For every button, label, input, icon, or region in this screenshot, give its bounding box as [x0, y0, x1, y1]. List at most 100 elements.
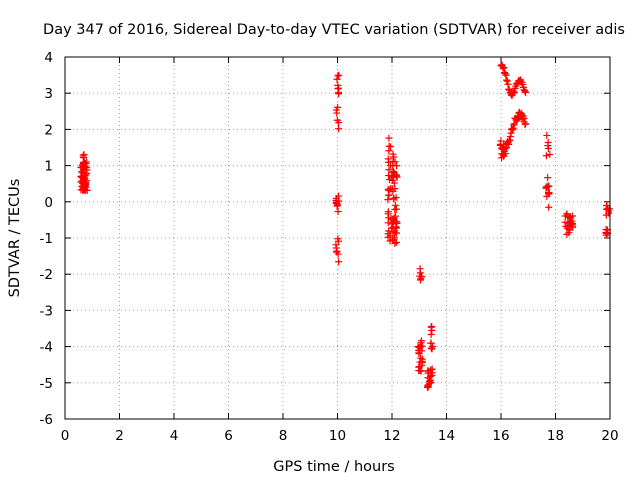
data-point [418, 359, 426, 367]
data-point [335, 125, 343, 133]
data-point [542, 184, 550, 192]
data-point [389, 228, 397, 236]
data-point [334, 208, 342, 216]
x-tick-label: 4 [170, 428, 179, 444]
data-point [333, 116, 341, 124]
data-point [389, 173, 397, 181]
data-point [77, 178, 85, 186]
data-point [386, 176, 394, 184]
data-point [543, 131, 551, 139]
data-point [385, 187, 393, 195]
data-point [335, 237, 343, 245]
x-tick-label: 10 [329, 428, 346, 444]
y-tick-label: 0 [44, 195, 53, 211]
x-tick-label: 16 [492, 428, 509, 444]
data-point [602, 231, 610, 239]
y-tick-label: -6 [40, 412, 53, 428]
data-point [416, 272, 424, 280]
x-tick-label: 0 [61, 428, 70, 444]
data-point [386, 143, 394, 151]
data-point [392, 194, 400, 202]
data-point [424, 383, 432, 391]
x-axis-label: GPS time / hours [273, 459, 394, 475]
data-point [333, 247, 341, 255]
data-point [333, 75, 341, 83]
data-point [603, 202, 611, 210]
y-tick-label: -3 [40, 303, 53, 319]
data-points [77, 61, 614, 391]
data-point [510, 89, 518, 97]
data-point [424, 383, 432, 391]
data-point [385, 172, 393, 180]
data-point [79, 154, 87, 162]
data-point [388, 220, 396, 228]
data-point [546, 150, 554, 158]
data-point [391, 205, 399, 213]
data-point [391, 239, 399, 247]
data-point [425, 367, 433, 375]
data-point [522, 88, 530, 96]
x-tick-label: 14 [438, 428, 455, 444]
y-axis-label: SDTVAR / TECUs [7, 179, 23, 298]
data-point [500, 64, 508, 72]
data-point [391, 212, 399, 220]
x-tick-label: 12 [383, 428, 400, 444]
data-point [81, 163, 89, 171]
y-tick-label: -5 [40, 376, 53, 392]
data-point [333, 202, 341, 210]
data-point [566, 213, 574, 221]
data-point [79, 184, 87, 192]
y-tick-label: -2 [40, 267, 53, 283]
x-tick-label: 20 [601, 428, 618, 444]
data-point [427, 330, 435, 338]
data-point [334, 72, 342, 80]
data-point [428, 322, 436, 330]
data-point [415, 363, 423, 371]
plot-frame [64, 56, 611, 420]
data-point [496, 140, 504, 148]
data-point [427, 339, 435, 347]
data-point [505, 85, 513, 93]
data-point [335, 84, 343, 92]
y-tick-label: 2 [44, 122, 53, 138]
data-point [544, 174, 552, 182]
data-point [385, 214, 393, 222]
data-point [563, 224, 571, 232]
data-point [428, 365, 436, 373]
data-point [332, 241, 340, 249]
y-tick-label: -4 [40, 340, 53, 356]
y-tick-label: 1 [44, 159, 53, 175]
data-point [416, 269, 424, 277]
data-point [503, 77, 511, 85]
data-point [335, 71, 343, 79]
data-point [390, 153, 398, 161]
x-tick-label: 2 [115, 428, 124, 444]
chart-title: Day 347 of 2016, Sidereal Day-to-day VTE… [43, 22, 625, 38]
data-point [602, 211, 610, 219]
data-point [417, 354, 425, 362]
data-point [335, 258, 343, 266]
data-point [392, 201, 400, 209]
x-tick-label: 6 [224, 428, 233, 444]
data-point [384, 233, 392, 241]
data-point [504, 80, 512, 88]
data-point [391, 158, 399, 166]
y-tick-label: -1 [40, 231, 53, 247]
data-point [80, 166, 88, 174]
data-point [414, 343, 422, 351]
data-point [521, 87, 529, 95]
data-point [522, 120, 530, 128]
data-point [334, 103, 342, 111]
data-point [499, 64, 507, 72]
data-point [501, 70, 509, 78]
data-point [545, 189, 553, 197]
data-point [389, 162, 397, 170]
data-point [385, 147, 393, 155]
data-point [429, 343, 437, 351]
data-point [562, 222, 570, 230]
data-point [545, 203, 553, 211]
data-point [544, 142, 552, 150]
data-point [417, 367, 425, 375]
